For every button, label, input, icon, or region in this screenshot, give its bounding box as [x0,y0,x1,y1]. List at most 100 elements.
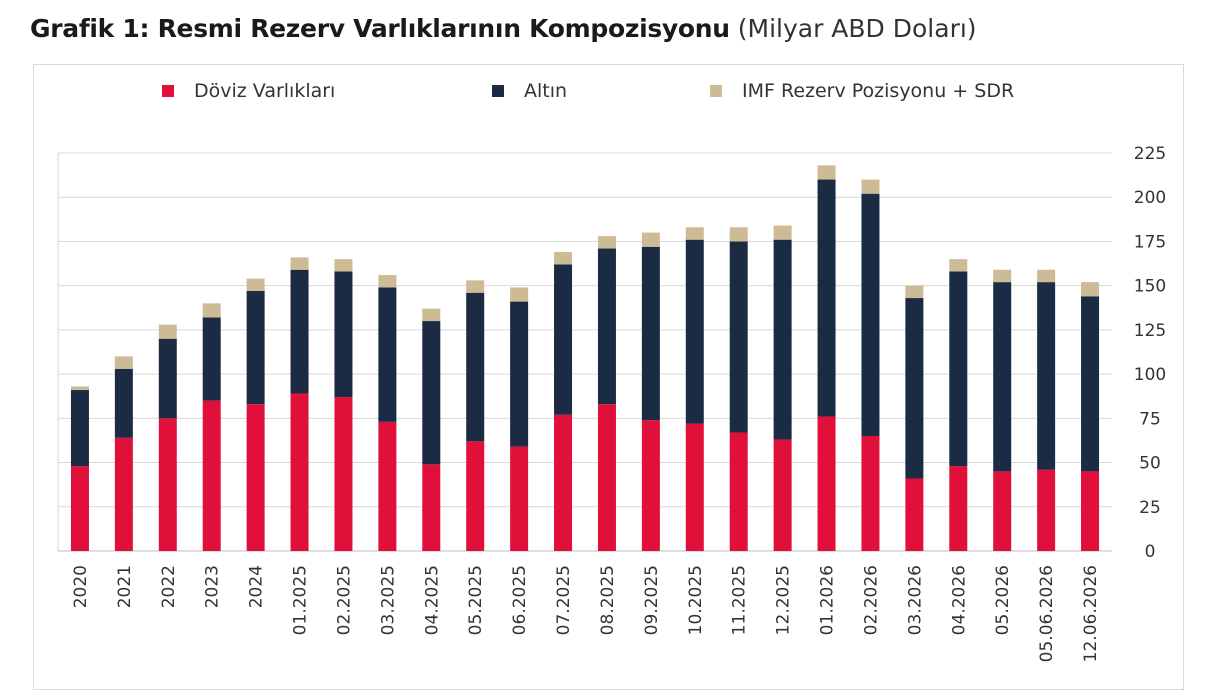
chart-title-unit: (Milyar ABD Doları) [737,14,977,43]
bar-segment-fx [510,446,529,551]
x-axis: 2020 2021 2022 2023 2024 01.2025 02.2025 03.202… [71,565,1101,662]
x-tick-label: 2022 [159,565,179,608]
bar-segment-fx [729,432,748,551]
bar-segment-fx [334,397,353,551]
bar-segment-gold [993,282,1012,472]
bar-segment-fx [993,471,1012,551]
bar-segment-imf [949,259,968,272]
x-tick-label: 02.2026 [861,565,881,635]
bar-segment-fx [290,393,309,551]
bar-segment-imf [378,275,397,288]
bar-segment-gold [70,390,89,467]
bar-segment-gold [905,298,924,479]
y-tick-label: 225 [1134,144,1166,164]
bar-segment-gold [158,338,177,419]
bar-segment-gold [554,264,573,415]
x-tick-label: 2024 [247,565,267,608]
bar-segment-gold [290,269,309,394]
y-tick-label: 200 [1134,188,1166,208]
y-axis: 0 25 50 75 100 125 150 175 200 225 [1134,144,1166,562]
bar-segment-imf [158,324,177,339]
bar-segment-fx [554,414,573,551]
x-tick-label: 09.2025 [642,565,662,635]
bar-segment-imf [290,257,309,270]
bar-segment-fx [422,464,441,551]
bar-segment-gold [422,321,441,465]
x-tick-label: 04.2025 [422,565,442,635]
legend-label: Döviz Varlıkları [194,80,335,102]
x-tick-label: 2020 [71,565,91,608]
y-tick-label: 0 [1145,542,1156,562]
bar-segment-imf [1081,282,1100,297]
bar-segment-fx [905,478,924,551]
bar-segment-fx [641,420,660,551]
x-tick-label: 12.2025 [774,565,794,635]
bar-segment-gold [466,292,485,442]
bar-segment-imf [422,308,441,322]
bar-segment-fx [949,466,968,551]
bar-segment-imf [641,232,660,247]
bar-segment-imf [334,259,353,272]
x-tick-label: 04.2026 [949,565,969,635]
x-tick-label: 10.2025 [686,565,706,635]
bar-segment-gold [861,193,880,437]
bar-segment-fx [466,441,485,551]
legend-label: Altın [524,80,567,102]
legend-swatch [492,85,504,97]
bar-segment-imf [861,179,880,194]
bar-segment-fx [1081,471,1100,551]
bar-segment-imf [597,236,616,249]
chart-frame [33,64,1184,690]
bar-segment-gold [510,301,529,447]
bar-segment-imf [246,278,265,291]
bar-segment-imf [466,280,485,293]
bar-segment-imf [773,225,792,240]
bar-segment-gold [773,239,792,440]
x-tick-label: 05.2025 [466,565,486,635]
bar-segment-imf [510,287,529,302]
bar-segment-fx [114,437,133,551]
bar-segment-imf [70,386,89,391]
y-tick-label: 125 [1134,321,1166,341]
bar-segment-fx [246,404,265,551]
bar-segment-gold [378,287,397,422]
chart-title-main: Grafik 1: Resmi Rezerv Varlıklarının Kom… [30,14,730,43]
bar-segment-gold [597,248,616,405]
legend-swatch [162,85,174,97]
bar-segment-imf [554,252,573,265]
bar-segment-imf [905,285,924,299]
bar-segment-imf [729,227,748,242]
x-tick-label: 03.2025 [378,565,398,635]
gridlines [57,152,1112,552]
bar-segment-fx [202,400,221,551]
bar-segment-imf [993,269,1012,283]
legend-label: IMF Rezerv Pozisyonu + SDR [742,80,1014,102]
x-tick-label: 07.2025 [554,565,574,635]
bar-segment-gold [246,290,265,405]
legend: Döviz Varlıkları Altın IMF Rezerv Pozisyon… [162,80,1014,102]
bar-segment-imf [685,227,704,240]
y-tick-label: 175 [1134,232,1166,252]
y-tick-label: 100 [1134,365,1166,385]
bar-segment-fx [861,436,880,551]
x-tick-label: 05.06.2026 [1037,565,1057,662]
bar-segment-fx [773,439,792,551]
bar-segment-gold [817,179,836,417]
bar-segment-fx [1037,469,1056,551]
bar-segment-gold [1037,282,1056,470]
bar-segment-gold [202,317,221,401]
y-tick-label: 75 [1139,409,1161,429]
bar-segment-gold [334,271,353,398]
bar-segment-fx [685,423,704,551]
x-tick-label: 01.2025 [291,565,311,635]
bar-segment-gold [949,271,968,467]
x-tick-label: 02.2025 [334,565,354,635]
bar-segment-imf [1037,269,1056,283]
x-tick-label: 03.2026 [905,565,925,635]
x-tick-label: 05.2026 [993,565,1013,635]
x-tick-label: 01.2026 [818,565,838,635]
bar-segment-imf [202,303,221,318]
x-tick-label: 08.2025 [598,565,618,635]
bar-segment-gold [685,239,704,424]
